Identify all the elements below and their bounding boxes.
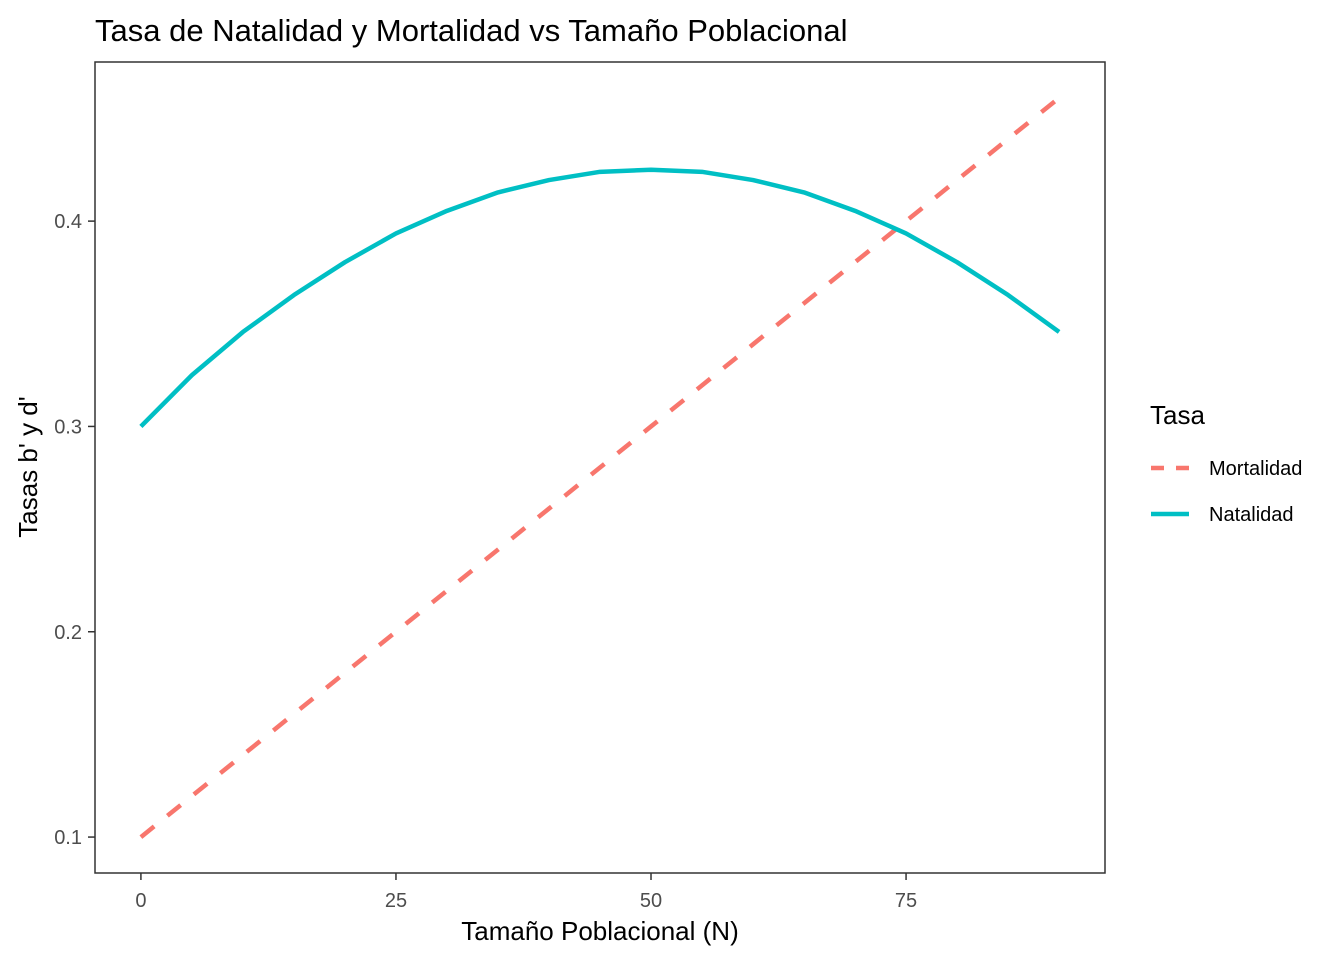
legend-label-mortalidad: Mortalidad — [1209, 458, 1302, 480]
series-line-natalidad — [139, 167, 1061, 429]
legend-title: Tasa — [1150, 400, 1205, 430]
x-tick-label: 50 — [640, 890, 662, 912]
chart-title: Tasa de Natalidad y Mortalidad vs Tamaño… — [95, 13, 847, 48]
x-tick-label: 25 — [385, 890, 407, 912]
x-tick-label: 0 — [135, 890, 146, 912]
legend-items: Mortalidad Natalidad — [1151, 458, 1302, 526]
y-tick-label: 0.4 — [54, 211, 82, 233]
x-tick-label: 75 — [895, 890, 917, 912]
plot-panel-border — [94, 61, 1106, 874]
y-axis-label: Tasas b' y d' — [13, 396, 43, 537]
x-axis-label: Tamaño Poblacional (N) — [461, 916, 738, 946]
y-tick-label: 0.1 — [54, 827, 82, 849]
y-axis-ticks: 0.1 0.2 0.3 0.4 — [54, 211, 95, 849]
y-tick-label: 0.3 — [54, 416, 82, 438]
legend-label-natalidad: Natalidad — [1209, 504, 1294, 526]
series-layer — [139, 96, 1061, 839]
x-axis-ticks: 0 25 50 75 — [135, 873, 917, 912]
series-line-mortalidad — [139, 96, 1061, 839]
legend: Tasa Mortalidad Natalidad — [1150, 400, 1302, 526]
y-tick-label: 0.2 — [54, 622, 82, 644]
